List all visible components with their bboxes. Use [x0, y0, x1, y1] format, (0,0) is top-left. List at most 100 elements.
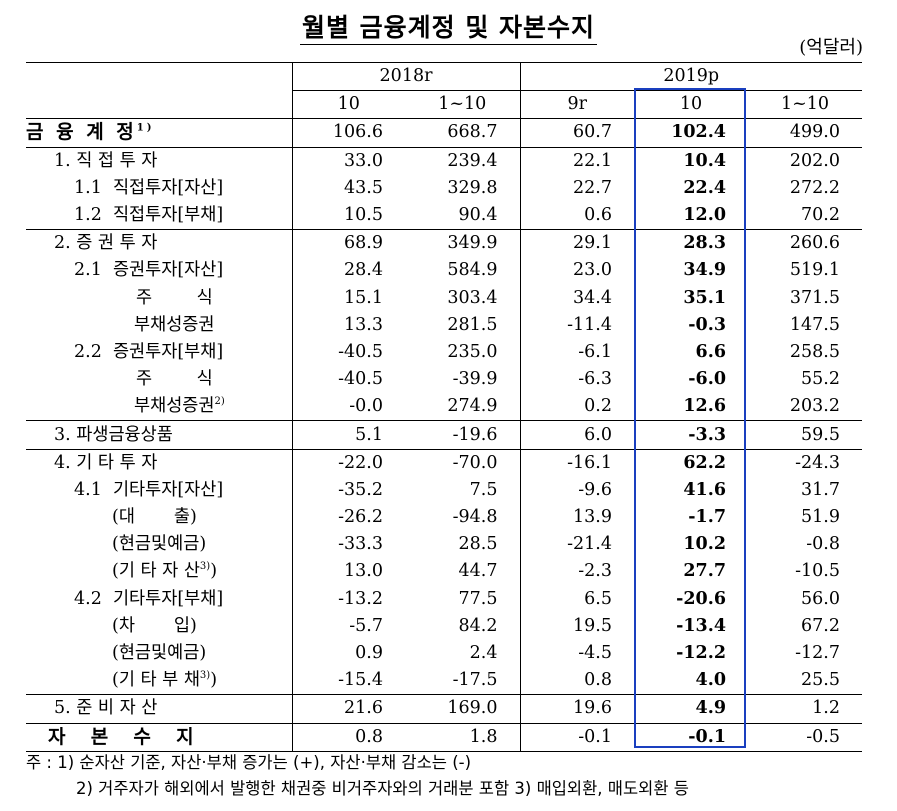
value-cell: 272.2 [789, 177, 840, 198]
value-cell: 0.8 [291, 722, 405, 752]
row-label-text: (기 타 자 산 [112, 561, 200, 582]
value-cell: 84.2 [458, 615, 498, 636]
value-cell: 169.0 [405, 694, 520, 723]
value-cell: 202.0 [748, 146, 862, 175]
row-label: (차 입) [26, 613, 292, 640]
page-title: 월별 금융계정 및 자본수지 [0, 8, 897, 45]
value-cell: 67.2 [801, 615, 840, 636]
row-label: 4. 기 타 투 자 [26, 448, 292, 477]
col-header-2018-1-10: 1~10 [438, 94, 487, 115]
row-label-text: 4.1 기타투자[자산] [74, 479, 224, 500]
row-label: 2.1 증권투자[자산] [26, 257, 292, 284]
value-cell: -0.3 [688, 314, 726, 335]
value-cell: -40.5 [291, 366, 405, 394]
row-label: (현금및예금) [26, 640, 292, 667]
row-label-text: 3. 파생금융상품 [54, 424, 173, 445]
value-cell: -33.3 [291, 531, 405, 559]
value-cell: 6.6 [695, 341, 726, 362]
value-cell: 21.6 [291, 694, 405, 723]
value-cell: -94.8 [452, 507, 498, 528]
row-label-text: 2.1 증권투자[자산] [74, 260, 224, 281]
table-row: 부채성증권 13.3 281.5 -11.4 -0.3 147.5 [26, 311, 862, 339]
value-cell: 258.5 [789, 341, 840, 362]
table-row: 4. 기 타 투 자 -22.0 -70.0 -16.1 62.2 -24.3 [26, 448, 862, 477]
value-cell: 13.9 [519, 504, 634, 532]
value-cell: -2.3 [519, 558, 634, 586]
value-cell: 77.5 [458, 588, 498, 609]
row-label-text: 금 융 계 정 [26, 121, 137, 144]
row-label-text: 1.1 직접투자[자산] [74, 177, 224, 198]
row-label-text: (기 타 부 채 [112, 670, 200, 691]
value-cell: -12.2 [676, 643, 726, 664]
row-label: 3. 파생금융상품 [26, 420, 292, 450]
value-cell: 203.2 [789, 396, 840, 417]
row-label: (현금및예금) [26, 531, 292, 558]
value-cell: 102.4 [634, 118, 748, 148]
row-label: 주 식 [26, 285, 292, 312]
value-cell: 5.1 [291, 420, 405, 450]
footnote-marker: 3) [199, 561, 211, 573]
value-cell: 349.9 [405, 229, 520, 258]
header-blank [26, 62, 292, 120]
value-cell: 28.3 [634, 229, 748, 258]
row-label: 4.2 기타투자[부채] [26, 586, 292, 613]
footnote-line-2: 2) 거주자가 해외에서 발행한 채권중 비거주자와의 거래분 포함 3) 매입… [76, 779, 689, 798]
row-label: 자 본 수 지 [26, 722, 292, 752]
row-label: 5. 준 비 자 산 [26, 694, 292, 723]
row-label-text: (차 입) [112, 615, 197, 636]
value-cell: 55.2 [801, 369, 840, 390]
value-cell: 56.0 [801, 588, 840, 609]
value-cell: 31.7 [801, 479, 840, 500]
value-cell: 0.6 [519, 201, 634, 230]
value-cell: 6.5 [519, 585, 634, 613]
value-cell: -17.5 [452, 670, 498, 691]
value-cell: 6.0 [519, 420, 634, 450]
value-cell: 59.5 [748, 420, 862, 450]
value-cell: 41.6 [683, 479, 726, 500]
table-row: 1.2 직접투자[부채] 10.5 90.4 0.6 12.0 70.2 [26, 201, 862, 230]
value-cell: -40.5 [291, 338, 405, 367]
value-cell: -0.1 [519, 722, 634, 752]
value-cell: 584.9 [447, 260, 498, 281]
value-cell: 371.5 [789, 287, 840, 308]
value-cell: 13.3 [291, 311, 405, 339]
value-cell: 10.2 [683, 534, 726, 555]
value-cell: -5.7 [291, 612, 405, 640]
table-row: 1. 직 접 투 자 33.0 239.4 22.1 10.4 202.0 [26, 146, 862, 175]
value-cell: -11.4 [519, 311, 634, 339]
value-cell: -0.8 [806, 534, 840, 555]
table-row: 2. 증 권 투 자 68.9 349.9 29.1 28.3 260.6 [26, 229, 862, 258]
table-row: 4.1 기타투자[자산] -35.2 7.5 -9.6 41.6 31.7 [26, 476, 862, 504]
table-row: 5. 준 비 자 산 21.6 169.0 19.6 4.9 1.2 [26, 694, 862, 723]
row-label-text: 자 본 수 지 [48, 725, 198, 748]
row-label: 1.1 직접투자[자산] [26, 175, 292, 202]
table-row: 2.1 증권투자[자산] 28.4 584.9 23.0 34.9 519.1 [26, 257, 862, 285]
value-cell: 0.8 [519, 667, 634, 695]
value-cell: 274.9 [447, 396, 498, 417]
table-row: (현금및예금) 0.9 2.4 -4.5 -12.2 -12.7 [26, 639, 862, 668]
value-cell: 19.5 [519, 612, 634, 640]
value-cell: 25.5 [801, 670, 840, 691]
table-row: 주 식 15.1 303.4 34.4 35.1 371.5 [26, 284, 862, 312]
table-row: 3. 파생금융상품 5.1 -19.6 6.0 -3.3 59.5 [26, 420, 862, 450]
value-cell: 281.5 [447, 314, 498, 335]
value-cell: 44.7 [458, 561, 498, 582]
row-label: (기 타 부 채3)) [26, 667, 292, 695]
row-label-suffix: ) [210, 561, 218, 582]
value-cell: 13.0 [291, 558, 405, 586]
row-label-text: 1.2 직접투자[부채] [74, 205, 224, 226]
row-label: (기 타 자 산3)) [26, 558, 292, 585]
row-label: 1. 직 접 투 자 [26, 146, 292, 175]
value-cell: 239.4 [405, 146, 520, 175]
value-cell: -20.6 [676, 588, 726, 609]
footnote-line-1: 주 : 1) 순자산 기준, 자산·부채 증가는 (+), 자산·부채 감소는 … [26, 753, 472, 772]
value-cell: -39.9 [452, 369, 498, 390]
value-cell: 22.7 [519, 174, 634, 202]
header-2018: 2018r [291, 62, 520, 92]
footnotes: 주 : 1) 순자산 기준, 자산·부채 증가는 (+), 자산·부채 감소는 … [26, 750, 689, 802]
value-cell: 1.8 [405, 722, 520, 752]
value-cell: 4.9 [634, 694, 748, 723]
value-cell: 34.4 [519, 284, 634, 312]
value-cell: 235.0 [447, 341, 498, 362]
row-label-suffix: ) [210, 670, 218, 691]
